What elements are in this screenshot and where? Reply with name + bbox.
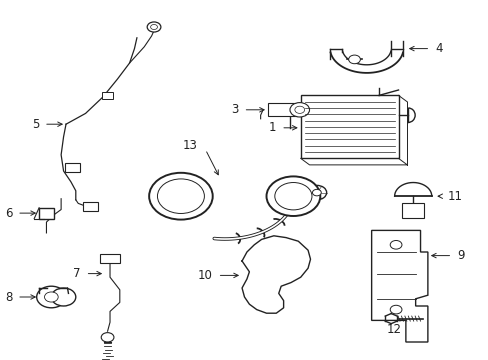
Circle shape: [44, 292, 58, 302]
Circle shape: [149, 173, 212, 220]
Text: 7: 7: [73, 267, 81, 280]
Circle shape: [101, 333, 114, 342]
Text: 3: 3: [231, 103, 238, 116]
Bar: [267, 103, 297, 116]
Polygon shape: [371, 230, 427, 342]
Circle shape: [389, 305, 401, 314]
Text: 1: 1: [268, 121, 276, 134]
Text: 6: 6: [5, 207, 12, 220]
Bar: [83, 202, 98, 211]
Circle shape: [266, 176, 320, 216]
Circle shape: [289, 103, 309, 117]
Text: 12: 12: [386, 323, 401, 336]
Circle shape: [389, 240, 401, 249]
Circle shape: [157, 179, 204, 213]
Text: 4: 4: [434, 42, 442, 55]
Circle shape: [294, 106, 304, 113]
Circle shape: [37, 286, 66, 308]
Circle shape: [51, 288, 76, 306]
Bar: [102, 92, 113, 99]
Text: 2: 2: [277, 186, 285, 199]
Circle shape: [150, 24, 157, 30]
Text: 8: 8: [5, 291, 12, 303]
Bar: [402, 203, 423, 218]
Bar: [100, 254, 120, 263]
Bar: [300, 95, 398, 158]
Text: 5: 5: [32, 118, 39, 131]
Text: 13: 13: [183, 139, 198, 152]
Circle shape: [348, 55, 360, 64]
Circle shape: [274, 183, 311, 210]
Circle shape: [147, 22, 161, 32]
Circle shape: [306, 185, 326, 200]
Text: 9: 9: [456, 249, 464, 262]
Text: 11: 11: [447, 190, 462, 203]
Text: 10: 10: [198, 269, 212, 282]
Bar: [65, 163, 80, 172]
Circle shape: [312, 189, 321, 196]
Bar: [39, 208, 54, 219]
